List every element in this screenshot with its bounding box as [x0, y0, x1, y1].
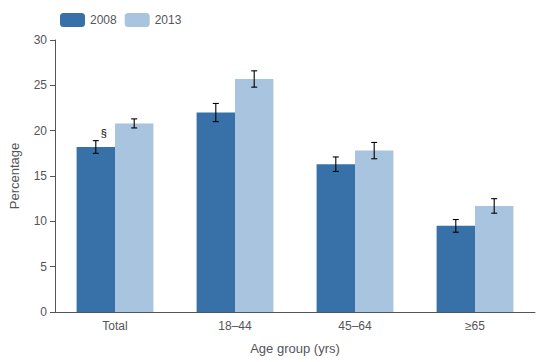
svg-text:0: 0	[40, 305, 47, 319]
svg-text:≥65: ≥65	[465, 319, 485, 333]
svg-text:45–64: 45–64	[338, 319, 372, 333]
svg-text:§: §	[101, 127, 107, 139]
svg-text:5: 5	[40, 260, 47, 274]
svg-text:25: 25	[34, 78, 48, 92]
svg-text:Percentage: Percentage	[7, 143, 22, 210]
svg-text:2008: 2008	[90, 13, 117, 27]
svg-text:Total: Total	[102, 319, 127, 333]
svg-text:Age group (yrs): Age group (yrs)	[250, 341, 340, 356]
svg-text:20: 20	[34, 124, 48, 138]
svg-text:18–44: 18–44	[218, 319, 252, 333]
svg-text:10: 10	[34, 214, 48, 228]
svg-text:15: 15	[34, 169, 48, 183]
svg-text:2013: 2013	[155, 13, 182, 27]
svg-text:30: 30	[34, 33, 48, 47]
